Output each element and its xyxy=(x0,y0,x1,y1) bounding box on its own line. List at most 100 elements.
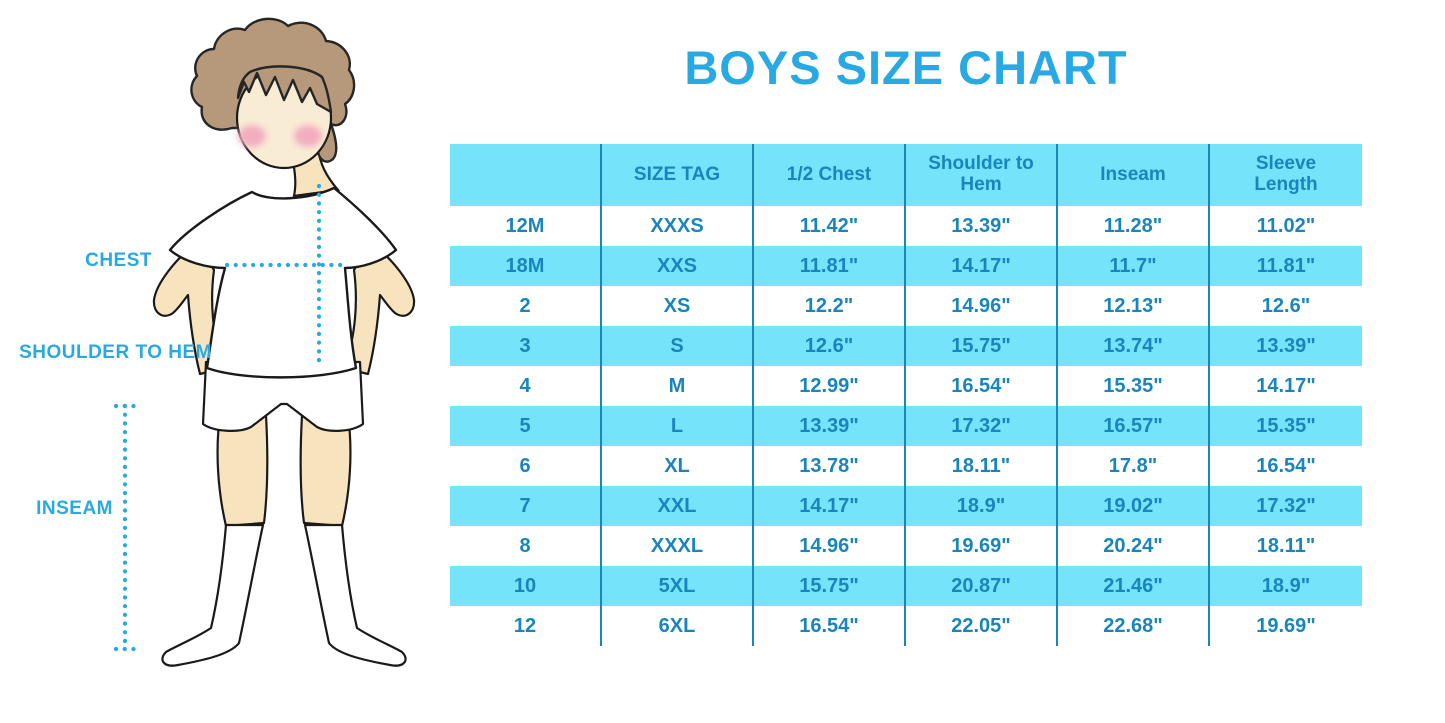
shorts xyxy=(201,360,365,432)
table-cell: 11.81" xyxy=(1256,255,1316,277)
table-cell: 18.9" xyxy=(906,486,1058,526)
table-cell: L xyxy=(602,406,754,446)
shirt xyxy=(168,186,398,379)
table-cell: 3 xyxy=(450,326,602,366)
table-cell: 11.7" xyxy=(1058,246,1210,286)
column-header: Shoulder to Hem xyxy=(906,144,1058,206)
table-cell: 18M xyxy=(450,246,602,286)
table-row: 10 5XL 15.75" 20.87" 21.46" 18.9" xyxy=(450,566,1362,606)
table-cell: 14.96" xyxy=(754,526,906,566)
size-table: SIZE TAG 1/2 Chest Shoulder to Hem Inseam Sl… xyxy=(450,144,1362,646)
table-cell: 14.17" xyxy=(754,486,906,526)
table-cell: 13.39" xyxy=(906,206,1058,246)
table-cell: 11.42" xyxy=(754,206,906,246)
table-cell: 12.2" xyxy=(754,286,906,326)
table-row: 6 XL 13.78" 18.11" 17.8" 16.54" xyxy=(450,446,1362,486)
table-row: 12 6XL 16.54" 22.05" 22.68" 19.69" xyxy=(450,606,1362,646)
table-cell: XXXS xyxy=(602,206,754,246)
table-cell: XL xyxy=(602,446,754,486)
table-cell: 19.02" xyxy=(1058,486,1210,526)
table-cell: 20.87" xyxy=(906,566,1058,606)
table-cell: 12 xyxy=(450,606,602,646)
table-cell: 16.57" xyxy=(1058,406,1210,446)
table-cell: 10 xyxy=(450,566,602,606)
head xyxy=(190,17,356,170)
table-cell: 13.74" xyxy=(1058,326,1210,366)
table-cell: 17.32" xyxy=(1256,495,1316,517)
table-cell: 14.17" xyxy=(1256,375,1316,397)
table-cell: 12.6" xyxy=(754,326,906,366)
table-cell: 2 xyxy=(450,286,602,326)
table-cell: 15.35" xyxy=(1256,415,1316,437)
inseam-label: INSEAM xyxy=(36,498,113,519)
table-row: 18M XXS 11.81" 14.17" 11.7" 11.81" xyxy=(450,246,1362,286)
chest-label: CHEST xyxy=(85,250,152,271)
table-cell: 12.13" xyxy=(1058,286,1210,326)
right-thigh xyxy=(299,413,352,528)
boy-illustration: CHEST SHOULDER TO HEM INSEAM xyxy=(0,0,450,723)
table-row: 2 XS 12.2" 14.96" 12.13" 12.6" xyxy=(450,286,1362,326)
table-cell: 15.75" xyxy=(906,326,1058,366)
socks xyxy=(161,523,407,667)
table-cell: 22.05" xyxy=(906,606,1058,646)
shoulder-to-hem-label: SHOULDER TO HEM xyxy=(19,342,212,363)
table-cell: 16.54" xyxy=(906,366,1058,406)
table-cell: 4 xyxy=(450,366,602,406)
table-cell: 11.81" xyxy=(754,246,906,286)
column-header: 1/2 Chest xyxy=(754,144,906,206)
arms xyxy=(152,242,416,376)
table-cell: 17.32" xyxy=(906,406,1058,446)
column-header: Inseam xyxy=(1058,144,1210,206)
legs xyxy=(216,413,352,528)
table-cell: 6 xyxy=(450,446,602,486)
column-header: Sleeve Length xyxy=(1254,153,1318,195)
table-cell: 19.69" xyxy=(906,526,1058,566)
inseam-line xyxy=(113,403,145,652)
table-cell: M xyxy=(602,366,754,406)
table-cell: 13.39" xyxy=(1256,335,1316,357)
left-thigh xyxy=(216,413,269,528)
table-cell: 17.8" xyxy=(1058,446,1210,486)
table-row: 7 XXL 14.17" 18.9" 19.02" 17.32" xyxy=(450,486,1362,526)
table-cell: 11.02" xyxy=(1256,215,1316,237)
table-cell: 18.11" xyxy=(906,446,1058,486)
table-cell: 13.78" xyxy=(754,446,906,486)
table-cell: 5XL xyxy=(602,566,754,606)
right-arm xyxy=(342,242,416,376)
table-cell: 22.68" xyxy=(1058,606,1210,646)
table-cell: 15.75" xyxy=(754,566,906,606)
table-row: 8 XXXL 14.96" 19.69" 20.24" 18.11" xyxy=(450,526,1362,566)
table-cell: 18.9" xyxy=(1261,575,1311,597)
column-header: SIZE TAG xyxy=(602,144,754,206)
measurement-lines xyxy=(113,183,348,652)
cheeks xyxy=(238,125,322,147)
table-row: 4 M 12.99" 16.54" 15.35" 14.17" xyxy=(450,366,1362,406)
right-sock xyxy=(303,523,407,667)
page-title: BOYS SIZE CHART xyxy=(684,41,1128,94)
left-cheek xyxy=(238,125,266,147)
table-cell: XS xyxy=(602,286,754,326)
table-cell: 6XL xyxy=(602,606,754,646)
table-cell: 14.17" xyxy=(906,246,1058,286)
table-cell: XXXL xyxy=(602,526,754,566)
table-cell: 12.99" xyxy=(754,366,906,406)
table-row: 5 L 13.39" 17.32" 16.57" 15.35" xyxy=(450,406,1362,446)
column-header xyxy=(450,144,602,206)
table-cell: XXL xyxy=(602,486,754,526)
table-cell: 15.35" xyxy=(1058,366,1210,406)
table-cell: 7 xyxy=(450,486,602,526)
table-cell: 16.54" xyxy=(754,606,906,646)
table-cell: 19.69" xyxy=(1256,615,1316,637)
table-cell: 18.11" xyxy=(1256,535,1316,557)
table-cell: XXS xyxy=(602,246,754,286)
table-cell: 8 xyxy=(450,526,602,566)
hair-fringe xyxy=(236,65,333,114)
table-row: 12M XXXS 11.42" 13.39" 11.28" 11.02" xyxy=(450,206,1362,246)
table-cell: 12.6" xyxy=(1261,295,1311,317)
table-cell: S xyxy=(602,326,754,366)
table-cell: 16.54" xyxy=(1256,455,1316,477)
table-cell: 13.39" xyxy=(754,406,906,446)
table-cell: 11.28" xyxy=(1058,206,1210,246)
table-cell: 20.24" xyxy=(1058,526,1210,566)
